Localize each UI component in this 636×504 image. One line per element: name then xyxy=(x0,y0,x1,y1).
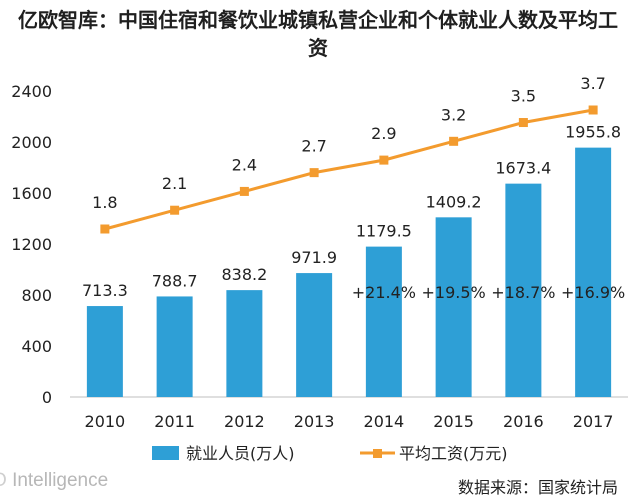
bar-value-label-0: 713.3 xyxy=(82,281,128,300)
salary-value-label-0: 1.8 xyxy=(92,193,117,212)
x-tick-label-7: 2017 xyxy=(573,412,614,431)
watermark: O Intelligence xyxy=(0,470,108,492)
salary-value-label-6: 3.5 xyxy=(511,87,536,106)
x-tick-label-3: 2013 xyxy=(294,412,335,431)
growth-label-5: +19.5% xyxy=(422,283,486,302)
salary-value-label-7: 3.7 xyxy=(580,74,605,93)
chart-title: 亿欧智库：中国住宿和餐饮业城镇私营企业和个体就业人数及平均工资 xyxy=(18,8,618,60)
bar-2012 xyxy=(226,290,263,397)
y-tick-label-1: 400 xyxy=(21,337,52,356)
x-tick-label-2: 2012 xyxy=(224,412,265,431)
legend-bar-label: 就业人员(万人) xyxy=(186,444,295,463)
salary-line xyxy=(104,108,594,231)
bar-2016 xyxy=(505,183,542,397)
growth-label-7: +16.9% xyxy=(561,283,625,302)
x-tick-label-5: 2015 xyxy=(433,412,474,431)
bar-2011 xyxy=(156,296,193,397)
salary-value-label-3: 2.7 xyxy=(301,137,326,156)
y-tick-label-6: 2400 xyxy=(11,82,52,101)
salary-point-2012 xyxy=(239,186,249,196)
bar-2015 xyxy=(435,217,472,397)
bar-2014 xyxy=(365,246,402,397)
salary-value-label-4: 2.9 xyxy=(371,124,396,143)
salary-value-label-1: 2.1 xyxy=(162,174,187,193)
growth-label-6: +18.7% xyxy=(491,283,555,302)
y-tick-label-5: 2000 xyxy=(11,133,52,152)
bar-value-label-3: 971.9 xyxy=(291,248,337,267)
legend-bar-swatch xyxy=(152,446,179,460)
bar-2013 xyxy=(296,273,333,397)
salary-point-2015 xyxy=(449,136,459,146)
x-tick-label-0: 2010 xyxy=(85,412,126,431)
salary-point-2013 xyxy=(309,168,319,178)
bar-value-label-6: 1673.4 xyxy=(495,159,551,178)
y-tick-label-3: 1200 xyxy=(11,235,52,254)
growth-label-4: +21.4% xyxy=(352,283,416,302)
salary-point-2011 xyxy=(170,205,180,215)
legend-line-marker xyxy=(373,449,382,458)
x-tick-label-6: 2016 xyxy=(503,412,544,431)
bar-value-label-7: 1955.8 xyxy=(565,123,621,142)
y-tick-label-4: 1600 xyxy=(11,184,52,203)
bar-value-label-5: 1409.2 xyxy=(426,192,482,211)
y-tick-label-2: 800 xyxy=(21,286,52,305)
bar-value-label-4: 1179.5 xyxy=(356,222,412,241)
salary-point-2010 xyxy=(100,224,110,234)
salary-point-2016 xyxy=(518,118,528,128)
bar-2010 xyxy=(86,306,123,397)
y-tick-label-0: 0 xyxy=(42,388,52,407)
legend-line-label: 平均工资(万元) xyxy=(399,444,508,463)
watermark-glyph: O xyxy=(0,470,7,491)
salary-value-label-5: 3.2 xyxy=(441,105,466,124)
source-note: 数据来源：国家统计局 xyxy=(457,478,618,497)
watermark-text: Intelligence xyxy=(12,470,109,491)
salary-point-2014 xyxy=(379,155,389,165)
x-tick-label-1: 2011 xyxy=(154,412,195,431)
bar-2017 xyxy=(575,147,612,397)
bar-value-label-1: 788.7 xyxy=(152,271,198,290)
salary-value-label-2: 2.4 xyxy=(232,155,257,174)
salary-point-2017 xyxy=(588,105,598,115)
bar-value-label-2: 838.2 xyxy=(221,265,267,284)
x-tick-label-4: 2014 xyxy=(364,412,405,431)
